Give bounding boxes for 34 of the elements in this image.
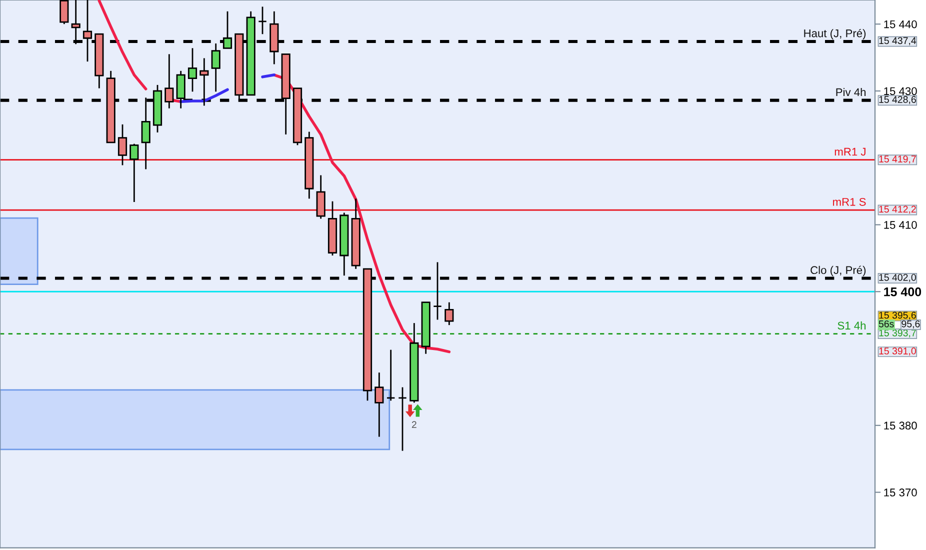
candlestick <box>130 143 139 203</box>
candlestick <box>211 42 220 92</box>
ref-line-label: Haut (J, Pré) <box>804 28 866 40</box>
ref-line-label: Piv 4h <box>836 88 866 96</box>
text: 56s <box>878 320 894 328</box>
y-tick-label: 15 430 <box>884 87 917 96</box>
annotation: 2 <box>412 421 416 428</box>
candlestick <box>258 6 268 35</box>
y-tick-label: 15 370 <box>884 488 917 496</box>
ref-line-label: S1 4h <box>838 321 866 330</box>
y-tick-label: 15 380 <box>884 422 917 430</box>
candlestick <box>398 386 408 452</box>
text: 15 428,6 <box>879 96 916 104</box>
y-tick-label: 15 400 <box>884 287 922 296</box>
text: 15 437,4 <box>879 37 916 46</box>
candlestick <box>164 53 174 110</box>
candlestick <box>444 302 454 326</box>
y-tick-label: 15 440 <box>884 20 917 28</box>
candlestick <box>374 372 384 438</box>
candlestick <box>188 47 198 92</box>
ref-line-label: Clo (J, Pré) <box>810 266 866 276</box>
ref-line-label: mR1 J <box>834 148 866 156</box>
text: 15 402,0 <box>879 274 916 282</box>
text: 15 391,0 <box>879 348 916 356</box>
candlestick <box>386 349 396 402</box>
text: 15 412,2 <box>879 206 916 214</box>
text: 15 419,7 <box>879 156 916 164</box>
text: 15 395,6 <box>879 312 916 320</box>
ref-line-label: mR1 S <box>833 198 866 206</box>
candlestick <box>60 0 69 25</box>
candlestick <box>118 124 128 166</box>
text: 95,6 <box>902 320 920 328</box>
y-tick-label: 15 410 <box>884 221 917 229</box>
candlestick <box>432 262 442 320</box>
